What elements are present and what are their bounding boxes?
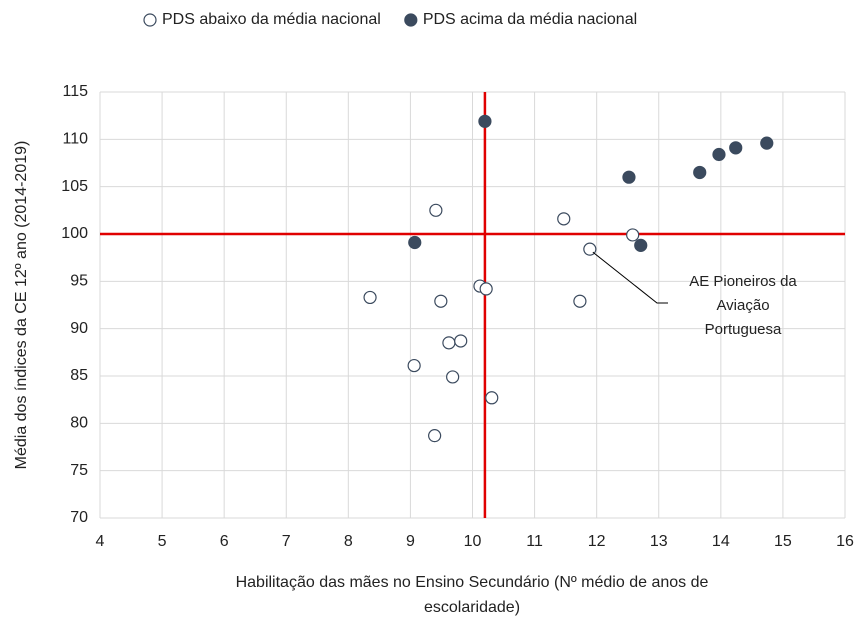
y-tick-label: 85: [70, 367, 88, 384]
x-tick-label: 13: [650, 533, 668, 550]
annotation: Aviação: [716, 297, 769, 314]
point: [479, 282, 493, 296]
point: [434, 294, 448, 308]
point: [429, 203, 443, 217]
x-tick-label: 15: [774, 533, 792, 550]
x-tick-label: 7: [282, 533, 291, 550]
x-tick-label: 9: [406, 533, 415, 550]
point: [407, 358, 421, 373]
point: [446, 370, 460, 384]
point: [428, 429, 442, 443]
point: [363, 290, 377, 305]
legend-marker: [404, 13, 418, 27]
point: [626, 228, 640, 242]
point: [693, 165, 707, 180]
x-axis-label: escolaridade): [424, 599, 520, 616]
y-tick-label: 75: [70, 462, 88, 479]
legend-label: PDS acima da média nacional: [423, 11, 637, 28]
y-axis-label: Média dos índices da CE 12º ano (2014-20…: [13, 141, 30, 470]
x-tick-label: 10: [464, 533, 482, 550]
point: [729, 141, 743, 155]
x-axis-label: Habilitação das mães no Ensino Secundári…: [236, 574, 709, 591]
y-tick-label: 110: [62, 131, 88, 148]
legend-marker: [143, 13, 157, 27]
y-tick-label: 70: [70, 509, 88, 526]
y-tick-label: 80: [70, 415, 88, 432]
y-tick-label: 115: [62, 83, 88, 100]
point: [454, 334, 468, 348]
point: [573, 294, 587, 308]
x-tick-label: 4: [96, 533, 105, 550]
point: [408, 235, 422, 250]
legend-label: PDS abaixo da média nacional: [162, 11, 381, 28]
x-tick-label: 12: [588, 533, 606, 550]
point: [712, 147, 726, 162]
x-tick-label: 14: [712, 533, 730, 550]
point: [557, 212, 571, 226]
annotation: AE Pioneiros da: [689, 273, 797, 290]
annotation: Portuguesa: [705, 321, 782, 338]
x-tick-label: 16: [836, 533, 854, 550]
point: [760, 136, 774, 150]
x-tick-label: 8: [344, 533, 353, 550]
point: [622, 170, 636, 184]
annotation-leader: [592, 251, 668, 304]
y-tick-label: 95: [70, 273, 88, 290]
point: [485, 391, 499, 405]
x-tick-label: 11: [526, 533, 543, 550]
point: [478, 114, 492, 128]
y-tick-label: 100: [61, 225, 88, 242]
x-tick-label: 6: [220, 533, 229, 550]
x-tick-label: 5: [158, 533, 167, 550]
point: [634, 238, 648, 252]
y-tick-label: 90: [70, 320, 88, 337]
y-tick-label: 105: [61, 178, 88, 195]
point: [442, 336, 456, 350]
